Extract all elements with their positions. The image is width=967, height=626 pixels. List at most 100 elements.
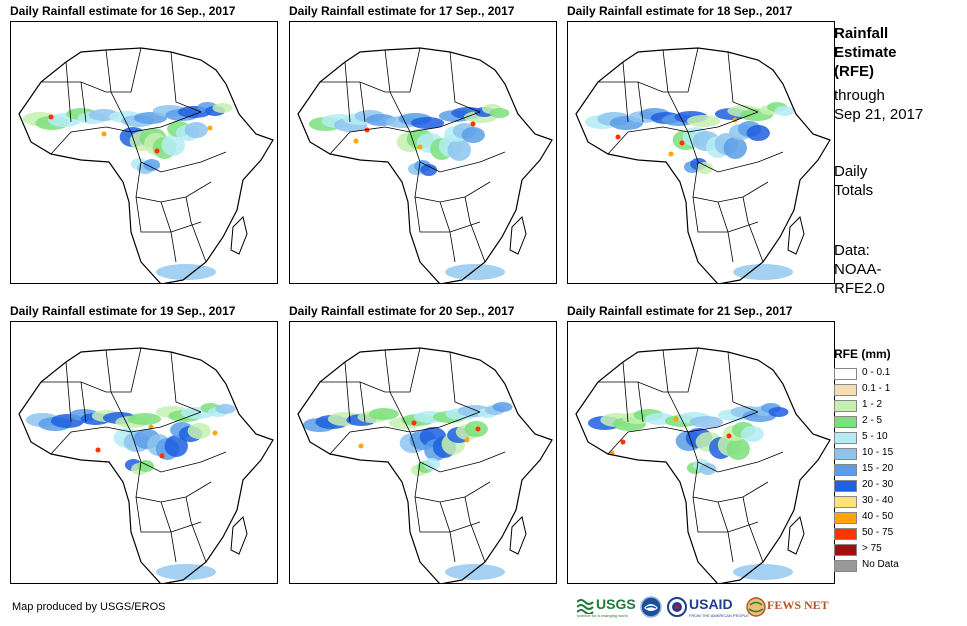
rainfall-patch bbox=[699, 463, 717, 475]
noaa-seal-icon bbox=[640, 596, 662, 618]
africa-map bbox=[575, 347, 831, 583]
fewsnet-logo: FEWS NET bbox=[746, 596, 829, 620]
rainfall-patch bbox=[156, 564, 216, 580]
rainfall-patch bbox=[733, 264, 793, 280]
rainfall-patch bbox=[733, 564, 793, 580]
map-panel-5: Daily Rainfall estimate for 20 Sep., 201… bbox=[289, 304, 557, 584]
heavy-rain-spot bbox=[620, 439, 626, 445]
legend-swatch bbox=[834, 544, 857, 556]
heavy-rain-spot bbox=[95, 447, 101, 453]
rainfall-patch bbox=[137, 460, 155, 472]
legend-label: 15 - 20 bbox=[862, 463, 894, 474]
country-border bbox=[384, 349, 411, 433]
rainfall-patch bbox=[461, 127, 485, 143]
country-border bbox=[464, 496, 486, 563]
africa-coastline bbox=[297, 347, 553, 583]
rainfall-patch bbox=[686, 115, 721, 127]
country-border bbox=[130, 431, 227, 473]
country-border bbox=[409, 131, 506, 173]
legend-title: RFE (mm) bbox=[834, 347, 891, 361]
heavy-rain-spot bbox=[475, 426, 481, 432]
country-border bbox=[727, 351, 759, 413]
legend-label: 0.1 - 1 bbox=[862, 383, 891, 394]
legend-label: > 75 bbox=[862, 543, 882, 554]
legend-swatch bbox=[834, 400, 857, 412]
legend-swatch bbox=[834, 480, 857, 492]
panel-title: Daily Rainfall estimate for 21 Sep., 201… bbox=[567, 304, 793, 318]
heavy-rain-spot bbox=[673, 416, 679, 422]
legend-swatch bbox=[834, 416, 857, 428]
rainfall-map bbox=[289, 321, 557, 584]
heavy-rain-spot bbox=[48, 114, 54, 120]
heavy-rain-spot bbox=[159, 453, 165, 459]
rfe-title-line: (RFE) bbox=[834, 63, 874, 80]
country-border bbox=[439, 501, 456, 563]
africa-coastline bbox=[575, 347, 831, 583]
africa-coastline bbox=[18, 347, 274, 583]
africa-map bbox=[18, 47, 274, 283]
country-border bbox=[160, 501, 177, 563]
rainfall-patch bbox=[696, 162, 714, 174]
country-border bbox=[439, 201, 456, 263]
panel-title: Daily Rainfall estimate for 19 Sep., 201… bbox=[10, 304, 236, 318]
usaid-text: USAID bbox=[689, 596, 733, 612]
rainfall-map bbox=[10, 21, 278, 284]
rainfall-patch bbox=[420, 164, 438, 176]
heavy-rain-spot bbox=[464, 437, 470, 443]
madagascar-outline bbox=[230, 216, 248, 255]
heavy-rain-spot bbox=[358, 443, 364, 449]
rainfall-map bbox=[567, 321, 835, 584]
heavy-rain-spot bbox=[212, 430, 218, 436]
country-border bbox=[384, 49, 411, 133]
rainfall-map bbox=[289, 21, 557, 284]
rfe-title-line: Rainfall bbox=[834, 25, 889, 42]
legend-swatch bbox=[834, 464, 857, 476]
country-border bbox=[687, 131, 784, 173]
country-border bbox=[344, 361, 366, 423]
africa-map bbox=[297, 47, 553, 283]
rainfall-patch bbox=[143, 159, 161, 171]
map-panel-4: Daily Rainfall estimate for 19 Sep., 201… bbox=[10, 304, 278, 584]
africa-coastline bbox=[575, 47, 831, 283]
heavy-rain-spot bbox=[470, 121, 476, 127]
country-border bbox=[329, 111, 481, 155]
usaid-tagline: FROM THE AMERICAN PEOPLE bbox=[689, 613, 749, 618]
rainfall-patch bbox=[445, 264, 505, 280]
country-border bbox=[135, 496, 202, 533]
rainfall-patch bbox=[740, 426, 764, 442]
rainfall-patch bbox=[212, 103, 233, 113]
heavy-rain-spot bbox=[615, 134, 621, 140]
map-panel-2: Daily Rainfall estimate for 17 Sep., 201… bbox=[289, 4, 557, 284]
usaid-logo: USAID FROM THE AMERICAN PEOPLE bbox=[667, 596, 749, 620]
legend-swatch bbox=[834, 560, 857, 572]
rainfall-patch bbox=[723, 137, 747, 159]
africa-map bbox=[575, 47, 831, 283]
country-border bbox=[742, 496, 764, 563]
heavy-rain-spot bbox=[353, 138, 359, 144]
rainfall-patch bbox=[127, 413, 162, 425]
heavy-rain-spot bbox=[417, 144, 423, 150]
through-date: through Sep 21, 2017 bbox=[834, 86, 923, 124]
legend-swatch bbox=[834, 384, 857, 396]
country-border bbox=[170, 351, 202, 413]
usgs-text: USGS bbox=[596, 596, 636, 612]
rainfall-patch bbox=[768, 407, 789, 417]
africa-coastline bbox=[18, 47, 274, 283]
country-border bbox=[662, 349, 689, 433]
data-source-line: RFE2.0 bbox=[834, 280, 885, 297]
country-border bbox=[717, 201, 734, 263]
fewsnet-globe-icon bbox=[746, 597, 766, 617]
data-source-line: Data: bbox=[834, 242, 870, 259]
rfe-title-line: Estimate bbox=[834, 44, 897, 61]
country-border bbox=[607, 111, 759, 155]
usgs-tagline: science for a changing world bbox=[577, 613, 628, 618]
rainfall-patch bbox=[187, 423, 211, 439]
madagascar-outline bbox=[787, 216, 805, 255]
rainfall-patch bbox=[368, 408, 399, 420]
through-label: through bbox=[834, 87, 885, 104]
country-border bbox=[692, 196, 759, 233]
heavy-rain-spot bbox=[207, 125, 213, 131]
country-border bbox=[742, 196, 764, 263]
country-border bbox=[105, 49, 132, 133]
usaid-seal-icon bbox=[667, 597, 687, 617]
